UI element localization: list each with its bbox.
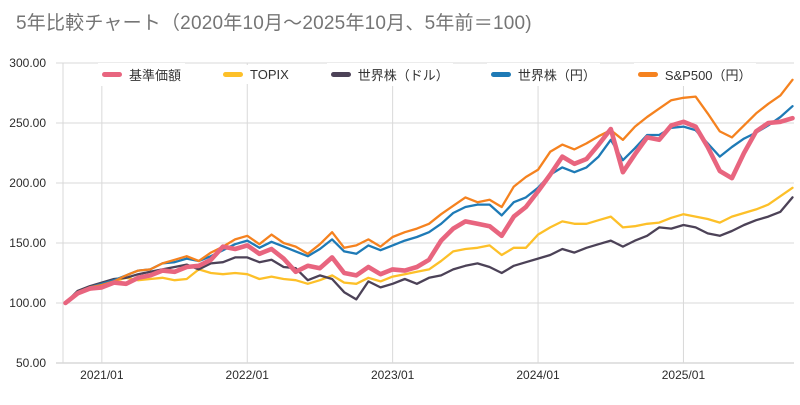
y-axis-tick-label: 100.00 xyxy=(9,296,46,310)
x-axis-tick-label: 2023/01 xyxy=(370,368,415,382)
legend-swatch xyxy=(637,72,658,77)
legend-label: S&P500（円） xyxy=(664,68,752,83)
y-axis-tick-label: 200.00 xyxy=(9,176,46,190)
legend-swatch xyxy=(330,72,351,77)
legend-item[interactable]: 世界株（円） xyxy=(486,63,600,86)
legend-item[interactable]: TOPIX xyxy=(219,65,293,84)
legend-swatch xyxy=(223,72,244,77)
series-line xyxy=(63,115,795,306)
legend-label: TOPIX xyxy=(250,67,289,82)
y-axis-tick-label: 50.00 xyxy=(15,356,46,370)
x-axis-tick-label: 2021/01 xyxy=(80,368,124,382)
y-axis-tick-label: 250.00 xyxy=(9,116,46,130)
legend-item[interactable]: 世界株（ドル） xyxy=(326,63,453,86)
legend-label: 世界株（ドル） xyxy=(357,68,449,83)
legend-swatch xyxy=(490,72,511,77)
series-line xyxy=(64,196,794,305)
x-axis-tick-label: 2022/01 xyxy=(225,368,269,382)
series-line xyxy=(64,186,794,305)
legend-label: 基準価額 xyxy=(129,68,182,83)
gridlines xyxy=(56,62,794,364)
legend-item[interactable]: 基準価額 xyxy=(98,63,186,86)
legend-item[interactable]: S&P500（円） xyxy=(633,63,756,86)
y-axis-tick-label: 300.00 xyxy=(9,56,46,70)
series-line xyxy=(64,78,794,305)
x-axis-tick-label: 2025/01 xyxy=(661,368,706,382)
legend-swatch xyxy=(102,72,122,77)
legend: 基準価額 TOPIX 世界株（ドル） 世界株（円） S&P500（円） xyxy=(98,63,756,86)
y-axis-tick-label: 150.00 xyxy=(9,236,46,250)
x-axis-tick-label: 2024/01 xyxy=(516,368,560,382)
legend-label: 世界株（円） xyxy=(517,68,596,83)
series-lines xyxy=(63,78,795,306)
chart-title: 5年比較チャート（2020年10月〜2025年10月、5年前＝100) xyxy=(16,13,532,34)
